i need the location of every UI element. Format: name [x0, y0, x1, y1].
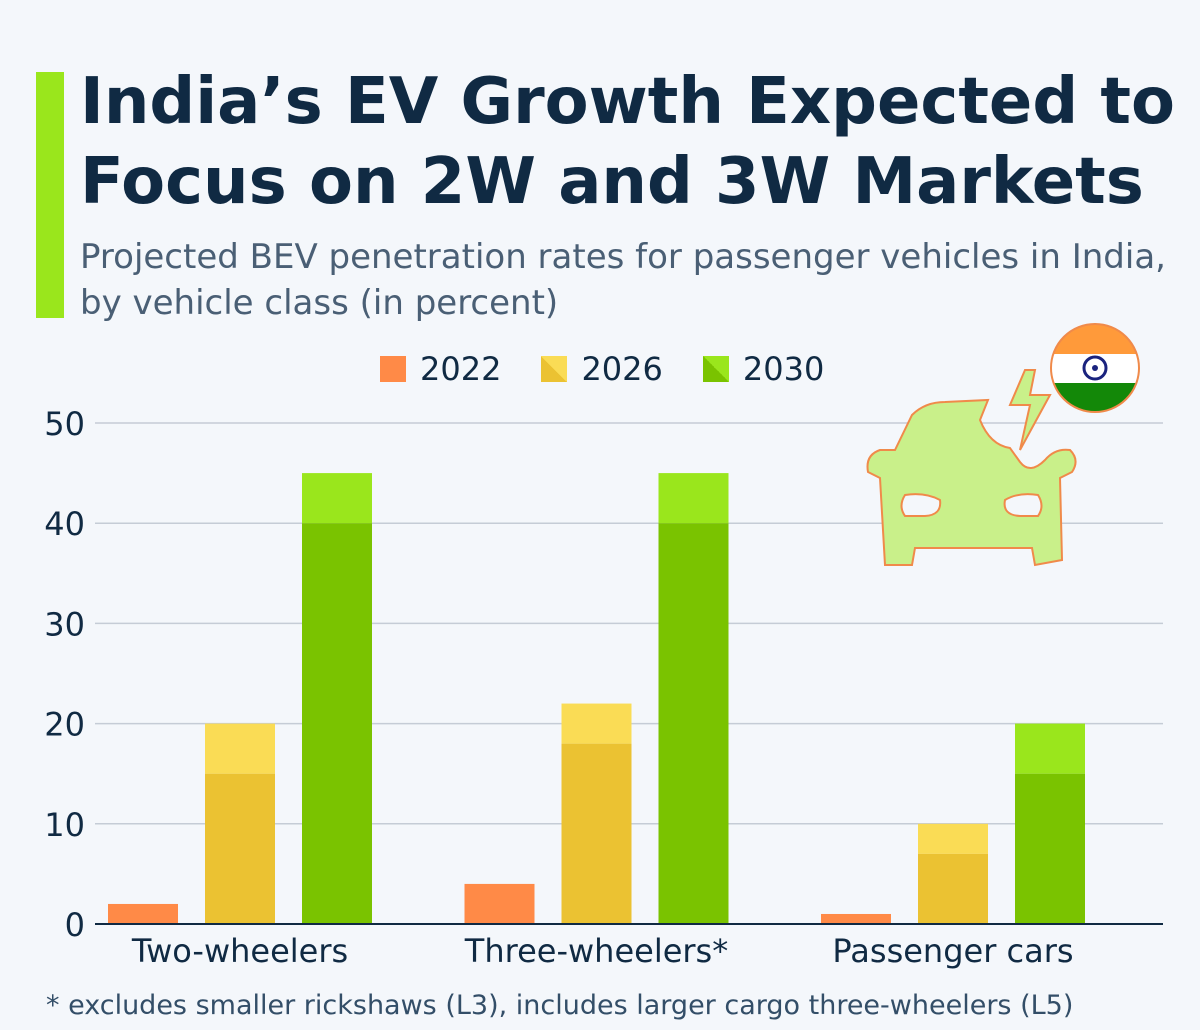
bar-2030-low: [658, 523, 729, 924]
chart-subtitle: Projected BEV penetration rates for pass…: [80, 237, 1166, 323]
legend-label: 2022: [420, 350, 502, 388]
legend-swatch: [541, 356, 568, 382]
bar-2026-low: [918, 853, 988, 924]
bar-2030-low: [302, 523, 372, 924]
bar-2022: [464, 883, 535, 924]
legend-swatch: [702, 356, 729, 382]
bar-2030-low: [1015, 773, 1085, 924]
x-tick-label: Passenger cars: [832, 932, 1073, 970]
bar-2026-high: [205, 723, 275, 774]
bar-2022: [108, 903, 178, 924]
chart-title: India’s EV Growth Expected to Focus on 2…: [80, 65, 1175, 219]
india-flag-icon: [1050, 323, 1140, 413]
legend: 2022 2026 2030: [380, 350, 824, 388]
footnote: * excludes smaller rickshaws (L3), inclu…: [46, 990, 1074, 1021]
bar-2030-high: [302, 473, 372, 524]
x-tick-label: Three-wheelers*: [464, 932, 728, 970]
electric-car-icon: [866, 323, 1140, 567]
legend-label: 2026: [581, 350, 663, 388]
y-tick-label: 40: [44, 505, 85, 543]
legend-item-2026: 2026: [541, 350, 663, 388]
legend-label: 2030: [742, 350, 825, 388]
legend-item-2022: 2022: [380, 350, 501, 388]
bar-2026-high: [561, 703, 632, 744]
bar-2026-high: [918, 823, 988, 854]
bar-2022: [821, 913, 891, 924]
y-tick-label: 0: [65, 906, 85, 944]
y-tick-label: 50: [44, 405, 85, 443]
x-tick-label: Two-wheelers: [131, 932, 348, 970]
bar-2026-low: [205, 773, 275, 924]
bar-2026-low: [561, 743, 632, 924]
y-tick-label: 10: [44, 806, 85, 844]
accent-bar: [36, 72, 64, 318]
y-tick-label: 20: [44, 706, 85, 744]
legend-swatch: [380, 356, 406, 382]
bar-2030-high: [1015, 723, 1085, 774]
legend-item-2030: 2030: [702, 350, 825, 388]
y-tick-label: 30: [44, 605, 85, 643]
bar-2030-high: [658, 473, 729, 524]
